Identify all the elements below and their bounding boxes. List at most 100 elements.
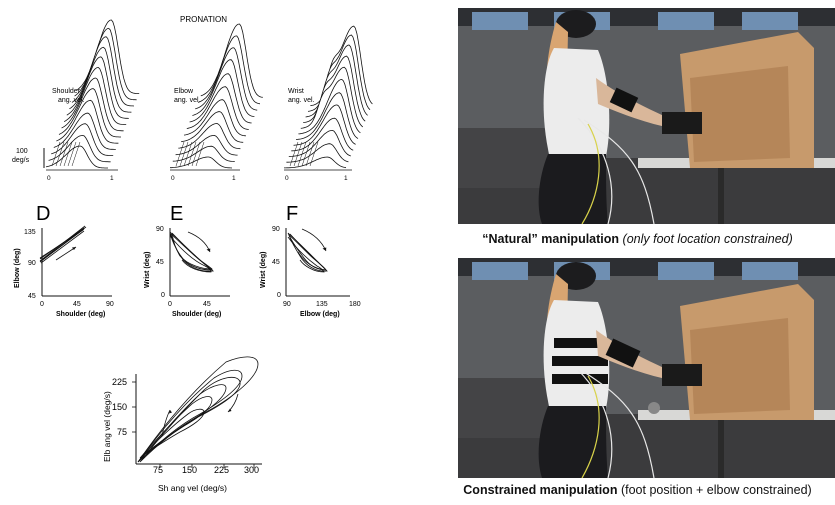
plot-e-xlabel: Shoulder (deg) — [172, 311, 221, 318]
waterfall-trace — [284, 156, 347, 169]
plot-e-letter: E — [170, 203, 183, 225]
torso-strap-1 — [554, 338, 608, 348]
cable-2 — [583, 119, 655, 224]
plot-e-ytick-0: 90 — [156, 226, 164, 233]
natural-caption-bold: “Natural” manipulation — [482, 232, 620, 246]
elbow-label-2: ang. vel. — [174, 97, 201, 104]
plot-f-ytick-1: 45 — [272, 259, 280, 266]
equipment-left — [458, 128, 548, 188]
window-3 — [658, 12, 714, 30]
elbow-brace — [609, 87, 639, 113]
cable-1 — [577, 117, 613, 224]
natural-caption-rest: (only foot location constrained) — [622, 232, 793, 246]
cable-2 — [583, 371, 655, 478]
constrained-caption-bold: Constrained manipulation — [463, 483, 618, 497]
hatch-line — [301, 141, 311, 167]
scale-value: 100 — [16, 148, 28, 155]
hatch-line — [297, 141, 307, 167]
plot-f-ytick-0: 90 — [272, 226, 280, 233]
plot-d-ytick-0: 135 — [24, 229, 36, 236]
hatch-line — [51, 141, 61, 167]
plot-f-xtick-1: 135 — [316, 301, 328, 308]
elbow-label-1: Elbow — [174, 88, 194, 95]
pronation-title: PRONATION — [180, 15, 227, 24]
shoulder-waterfall — [45, 19, 140, 169]
velocity-plot: 225 150 75 75 150 225 300 Sh ang vel (de… — [96, 346, 276, 500]
shoulder-label-2: ang. vel. — [58, 97, 85, 104]
constrained-caption: Constrained manipulation (foot position … — [440, 483, 835, 498]
plot-d-xtick-2: 90 — [106, 301, 114, 308]
velocity-xtick-0: 75 — [153, 465, 163, 475]
window-1 — [472, 262, 528, 280]
cable-3 — [581, 123, 600, 224]
window-3 — [658, 262, 714, 280]
velocity-xtick-2: 225 — [214, 465, 229, 475]
plot-f-xtick-2: 180 — [349, 301, 361, 308]
hatch-line — [179, 141, 189, 167]
constrained-manipulation-photo — [458, 258, 835, 478]
hatch-line — [63, 141, 73, 167]
plot-f-ylabel: Wrist (deg) — [260, 252, 267, 288]
velocity-ylabel: Elb ang vel (deg/s) — [102, 391, 112, 462]
plot-d-xlabel: Shoulder (deg) — [56, 311, 105, 318]
table-leg — [718, 420, 724, 478]
waterfall-trace — [286, 143, 349, 163]
pronation-figure: PRONATION 100 deg/s Shoulder ang. vel. 0… — [0, 0, 440, 200]
plot-f-traces — [287, 232, 328, 273]
wrist-label-2: ang. vel. — [288, 97, 315, 104]
hatch-line — [191, 141, 201, 167]
angle-plots-svg: D 135 90 45 0 45 90 Shoulder (deg) Elbow… — [14, 203, 361, 318]
plot-d-traces — [39, 225, 87, 264]
plot-d-arrow — [55, 246, 77, 261]
torso-strap-3 — [552, 374, 608, 384]
pronation-waterfall-svg: PRONATION 100 deg/s Shoulder ang. vel. 0… — [12, 15, 373, 182]
plot-f-xlabel: Elbow (deg) — [300, 311, 340, 318]
shirt — [543, 48, 610, 158]
hatch-line — [305, 141, 315, 167]
angle-plots: D 135 90 45 0 45 90 Shoulder (deg) Elbow… — [0, 196, 440, 320]
hatch-line — [55, 141, 65, 167]
natural-photo-scene — [458, 8, 835, 224]
waterfall-trace — [170, 156, 233, 169]
pants — [538, 406, 608, 478]
pants — [538, 154, 608, 224]
hatch-line — [187, 141, 197, 167]
hatch-line — [183, 141, 193, 167]
window-1 — [472, 12, 528, 30]
cable-3 — [581, 375, 600, 478]
equipment-left — [458, 378, 548, 438]
scale-unit: deg/s — [12, 157, 30, 164]
hatch-line — [289, 141, 299, 167]
hatch-line — [71, 141, 81, 167]
velocity-ytick-1: 150 — [112, 402, 127, 412]
plot-e-xtick-1: 45 — [203, 301, 211, 308]
velocity-xtick-1: 150 — [182, 465, 197, 475]
waterfall-trace — [175, 134, 238, 156]
hatch-line — [195, 141, 205, 167]
hand-device — [662, 112, 702, 134]
cardboard-inner — [690, 318, 790, 414]
torso-strap-2 — [552, 356, 608, 366]
hand-device — [662, 364, 702, 386]
ceiling-band — [458, 258, 835, 276]
plot-e-arrow — [187, 231, 211, 253]
plot-d-ytick-2: 45 — [28, 293, 36, 300]
waterfall-trace — [172, 145, 235, 162]
plot-d-ytick-1: 90 — [28, 260, 36, 267]
window-4 — [742, 262, 798, 280]
velocity-ytick-2: 75 — [117, 427, 127, 437]
constrained-caption-rest: (foot position + elbow constrained) — [620, 483, 812, 497]
hatch-line — [67, 141, 77, 167]
waterfall-trace — [45, 145, 108, 169]
elbow-brace — [605, 338, 641, 368]
natural-caption: “Natural” manipulation (only foot locati… — [440, 232, 835, 247]
cable-1 — [577, 369, 613, 478]
natural-manipulation-photo — [458, 8, 835, 224]
plot-d-xtick-0: 0 — [40, 301, 44, 308]
plot-f-xtick-0: 90 — [283, 301, 291, 308]
hatch-line — [175, 141, 185, 167]
elbow-tick-1: 1 — [232, 175, 236, 182]
plot-f-arrow — [301, 228, 327, 252]
velocity-loops — [137, 356, 259, 463]
shoulder-label-1: Shoulder — [52, 88, 81, 95]
